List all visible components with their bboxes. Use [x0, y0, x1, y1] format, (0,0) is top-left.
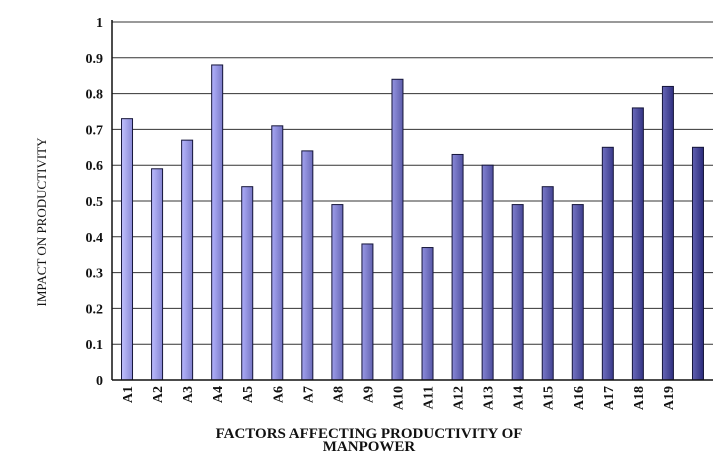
- y-tick-label: 0: [96, 374, 103, 389]
- bar-a17: [601, 146, 614, 381]
- x-tick-label: A7: [301, 386, 316, 403]
- bar-a10: [391, 78, 404, 381]
- y-tick-label: 0.1: [86, 338, 104, 353]
- bars: [121, 64, 704, 381]
- bar-a4: [211, 64, 224, 381]
- bar-a15: [541, 186, 554, 381]
- bar-a2: [151, 168, 164, 381]
- bar-a3: [181, 139, 194, 381]
- x-tick-label: A9: [361, 386, 376, 403]
- y-tick-labels: 0 0.1 0.2 0.3 0.4 0.5 0.6 0.7 0.8 0.9 1: [86, 16, 104, 389]
- axes: [111, 20, 713, 381]
- x-tick-label: A1: [121, 386, 136, 403]
- x-tick-label: A19: [662, 386, 677, 410]
- bar-a19: [661, 85, 674, 381]
- y-tick-label: 0.8: [86, 88, 104, 103]
- bar-a18: [631, 107, 644, 381]
- x-tick-label: A11: [422, 386, 437, 409]
- x-tick-label: A4: [211, 386, 226, 403]
- x-tick-label: A2: [151, 386, 166, 403]
- x-tick-label: A17: [602, 386, 617, 410]
- y-tick-label: 1: [96, 16, 103, 31]
- x-tick-label: A15: [542, 386, 557, 410]
- y-tick-label: 0.4: [86, 231, 104, 246]
- x-tick-labels: A1 A2 A3 A4 A5 A6 A7 A8 A9 A10 A11 A12 A13 A14 A15 A16 A…: [121, 386, 677, 410]
- bar-a14: [511, 204, 524, 381]
- bar-a11: [421, 247, 434, 381]
- y-tick-label: 0.6: [86, 159, 104, 174]
- x-tick-label: A3: [181, 386, 196, 403]
- x-axis-label-line-2: MANPOWER: [323, 439, 416, 454]
- bar-a5: [241, 186, 254, 381]
- x-tick-label: A13: [482, 386, 497, 410]
- x-tick-label: A16: [572, 386, 587, 410]
- gridlines: [112, 21, 713, 345]
- x-tick-label: A5: [241, 386, 256, 403]
- bar-a8: [331, 204, 344, 381]
- x-axis-label-line-1: FACTORS AFFECTING PRODUCTIVITY OF: [216, 426, 523, 442]
- y-tick-label: 0.5: [86, 195, 104, 210]
- bar-a13: [481, 164, 494, 381]
- x-tick-label: A12: [452, 386, 467, 410]
- y-tick-label: 0.3: [86, 267, 104, 282]
- bar-a9: [361, 243, 374, 381]
- bar-a16: [571, 204, 584, 381]
- y-tick-label: 0.2: [86, 302, 104, 317]
- y-tick-label: 0.7: [86, 123, 104, 138]
- x-tick-label: A10: [391, 386, 406, 410]
- x-tick-label: A6: [271, 386, 286, 403]
- x-tick-label: A18: [632, 386, 647, 410]
- y-axis-label: IMPACT ON PRODUCTIVITY: [34, 137, 49, 307]
- x-tick-label: A8: [331, 386, 346, 403]
- x-tick-label: A14: [512, 386, 527, 410]
- bar-a1: [121, 118, 134, 381]
- bar-bar-20: [691, 146, 704, 381]
- bar-a7: [301, 150, 314, 381]
- y-tick-label: 0.9: [86, 52, 104, 67]
- bar-a12: [451, 153, 464, 381]
- bar-a6: [271, 125, 284, 381]
